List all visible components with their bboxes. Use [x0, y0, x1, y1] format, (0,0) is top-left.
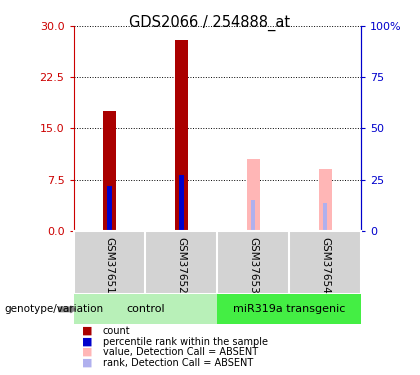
Text: value, Detection Call = ABSENT: value, Detection Call = ABSENT [103, 347, 258, 357]
Bar [323, 203, 328, 231]
Text: ■: ■ [82, 337, 92, 346]
Text: count: count [103, 326, 131, 336]
FancyArrow shape [59, 306, 76, 313]
Text: GSM37651: GSM37651 [105, 237, 115, 294]
Bar [74, 294, 218, 324]
Bar [247, 159, 260, 231]
Text: GSM37653: GSM37653 [248, 237, 258, 294]
Text: genotype/variation: genotype/variation [4, 304, 103, 314]
Text: ■: ■ [82, 358, 92, 368]
Bar [107, 186, 112, 231]
Bar [103, 111, 116, 231]
Bar [319, 170, 332, 231]
Bar [218, 294, 361, 324]
Text: ■: ■ [82, 326, 92, 336]
Text: percentile rank within the sample: percentile rank within the sample [103, 337, 268, 346]
Text: GSM37654: GSM37654 [320, 237, 330, 294]
Text: ■: ■ [82, 347, 92, 357]
Text: rank, Detection Call = ABSENT: rank, Detection Call = ABSENT [103, 358, 253, 368]
Bar [175, 40, 188, 231]
Text: miR319a transgenic: miR319a transgenic [233, 304, 346, 314]
Text: GDS2066 / 254888_at: GDS2066 / 254888_at [129, 15, 291, 31]
Bar [179, 175, 184, 231]
Text: control: control [126, 304, 165, 314]
Text: GSM37652: GSM37652 [176, 237, 186, 294]
Bar [251, 200, 255, 231]
